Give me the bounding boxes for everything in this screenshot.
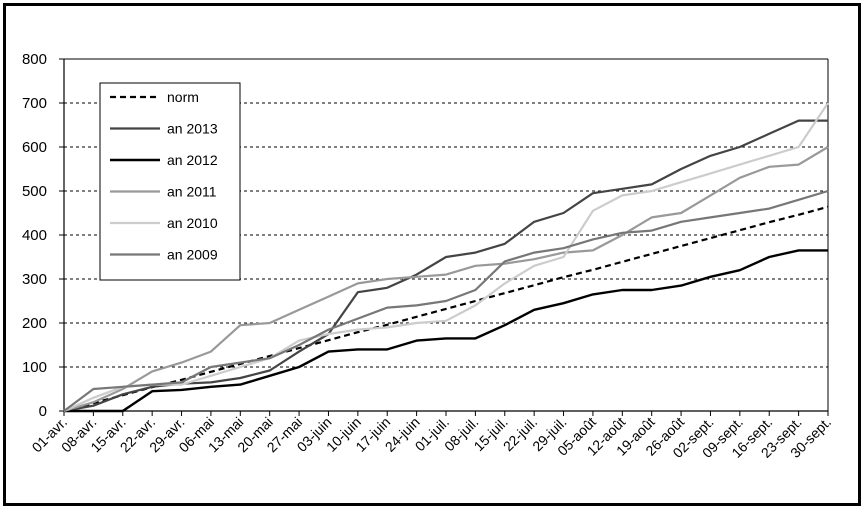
y-tick-label: 100: [22, 359, 47, 376]
legend-label: an 2011: [167, 184, 217, 200]
y-tick-label: 500: [22, 183, 47, 200]
y-tick-label: 600: [22, 139, 47, 156]
x-axis-ticks: 01-avr.08-avr.15-avr.22-avr.29-avr.06-ma…: [29, 414, 835, 461]
series-line-an-2012: [64, 249, 828, 413]
legend-label: an 2013: [167, 121, 218, 137]
legend-label: an 2009: [167, 247, 218, 263]
legend-box: [99, 82, 241, 281]
y-axis-ticks: 0 100 200 300 400 500 600 700 800: [22, 51, 47, 420]
y-tick-label: 200: [22, 315, 47, 332]
y-tick-label: 800: [22, 51, 47, 68]
series-line-an-2013: [63, 119, 828, 413]
y-tick-label: 300: [22, 271, 47, 288]
y-tick-label: 700: [22, 95, 47, 112]
series-lines: [63, 102, 829, 413]
legend-label: an 2012: [167, 152, 218, 168]
series-line-an-2009: [63, 189, 829, 412]
y-tick-label: 400: [22, 227, 47, 244]
series-line-an-2011: [63, 146, 829, 413]
series-line-an-2010: [63, 102, 829, 413]
legend-label: an 2010: [167, 215, 218, 231]
y-tick-label: 0: [39, 403, 47, 420]
legend: norm an 2013 an 2012 an 2011 an 2010 an 2009: [99, 82, 241, 281]
legend-label: norm: [167, 89, 199, 105]
